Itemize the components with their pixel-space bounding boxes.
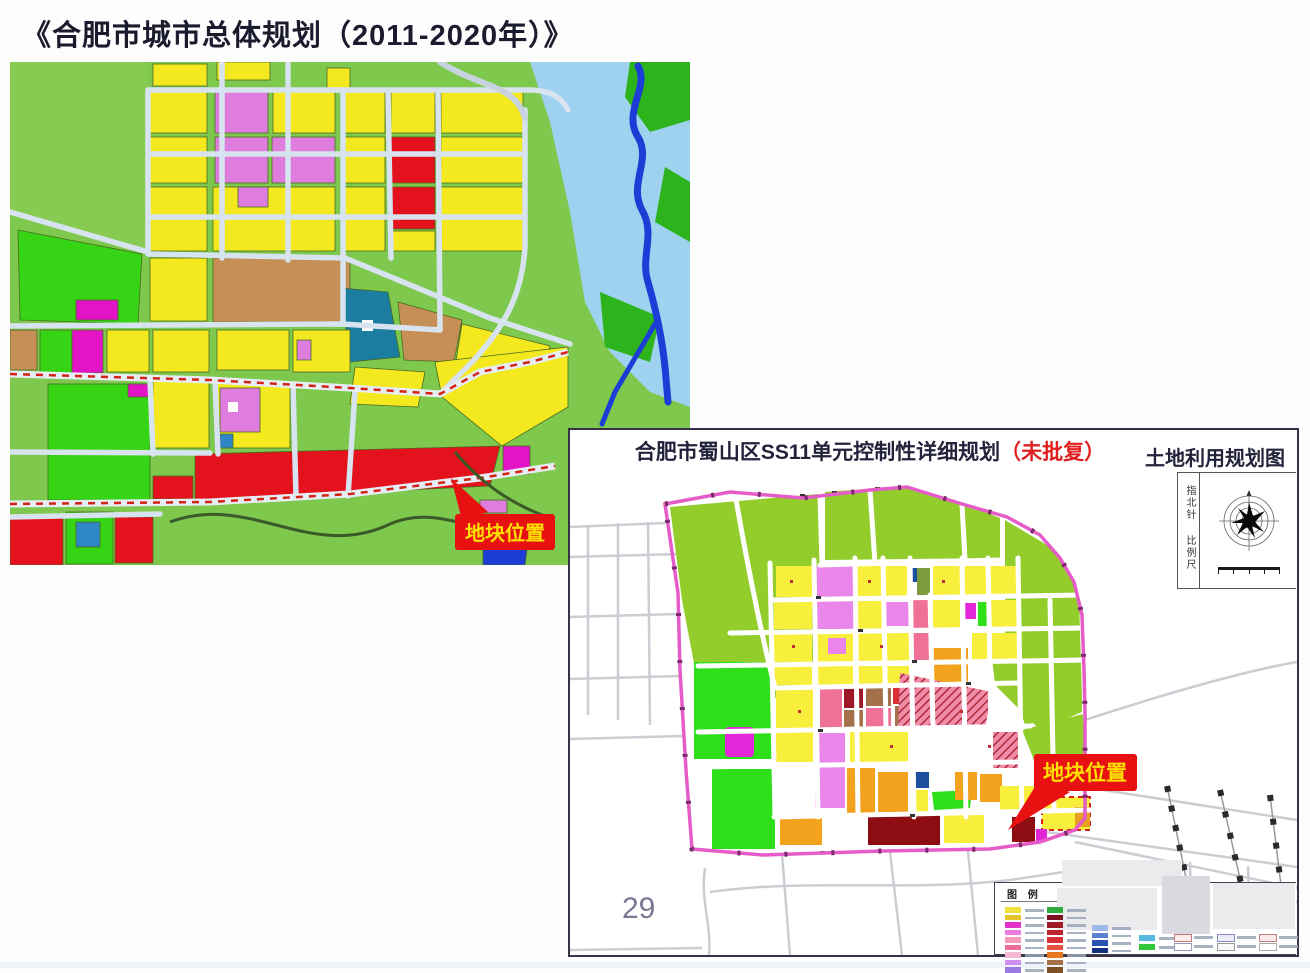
legend-swatch [1092, 947, 1108, 953]
legend-swatch [1047, 907, 1063, 913]
legend-swatch-label [1025, 946, 1044, 949]
parcel-location-callout: 地块位置 [1008, 754, 1137, 830]
legend-swatch [1259, 934, 1277, 942]
legend-swatch [1005, 929, 1021, 935]
legend-swatch [1259, 943, 1277, 951]
detail-plan-map: 地块位置 合肥市蜀山区SS11单元控制性详细规划（未批复） 土地利用规划图 指北… [568, 428, 1299, 973]
legend-swatch [1005, 914, 1021, 920]
legend-swatch-label [1279, 936, 1298, 939]
sheet-number: 29 [622, 892, 656, 925]
master-plan-map-canvas: 地块位置 [10, 62, 690, 565]
legend-swatch [1092, 932, 1108, 938]
page-title: 《合肥市城市总体规划（2011-2020年）》 [22, 20, 574, 52]
legend-swatch-label [1067, 931, 1086, 934]
legend-swatch [1005, 944, 1021, 950]
legend-swatch-label [1194, 945, 1213, 948]
legend-swatch-label [1025, 924, 1044, 927]
legend-swatch [1047, 944, 1063, 950]
legend-swatch-label [1237, 936, 1256, 939]
legend-swatch [1174, 943, 1192, 951]
compass-label-column: 指北针 比例尺 [1178, 473, 1200, 588]
legend-swatch-label [1025, 954, 1044, 957]
legend-swatch-label [1067, 916, 1086, 919]
north-arrow-label: 指北针 [1184, 485, 1195, 521]
legend-swatch-label [1067, 969, 1086, 972]
legend-swatch-label [1112, 949, 1131, 952]
legend-swatch-label [1159, 946, 1178, 949]
unit-boundary [662, 484, 1088, 858]
legend-swatch-label [1067, 946, 1086, 949]
legend-swatch-label [1112, 942, 1131, 945]
gray-overlay-box [1162, 876, 1210, 934]
legend-swatch-label [1067, 939, 1086, 942]
legend-swatch [1047, 922, 1063, 928]
detail-map-title: 合肥市蜀山区SS11单元控制性详细规划（未批复） [600, 436, 1140, 466]
gray-overlay-box [1213, 883, 1295, 929]
legend-swatch-label [1067, 909, 1086, 912]
legend-swatch-label [1025, 916, 1044, 919]
legend-swatch [1217, 934, 1235, 942]
legend-swatch [1139, 935, 1155, 941]
legend-swatch [1005, 959, 1021, 965]
legend-swatch [1092, 925, 1108, 931]
legend-swatch [1047, 937, 1063, 943]
legend-swatch-label [1025, 931, 1044, 934]
legend-swatch-label [1025, 969, 1044, 972]
legend-swatch [1139, 944, 1155, 950]
legend-swatch [1005, 937, 1021, 943]
legend-swatch-label [1159, 937, 1178, 940]
legend-swatch [1217, 943, 1235, 951]
legend-swatch [1092, 940, 1108, 946]
legend-swatch [1047, 929, 1063, 935]
legend-swatch [1005, 907, 1021, 913]
legend-swatch-label [1112, 934, 1131, 937]
river [599, 62, 672, 427]
legend-swatch-label [1067, 924, 1086, 927]
detail-map-title-main: 合肥市蜀山区SS11单元控制性详细规划 [634, 441, 1001, 464]
legend-swatch [1005, 952, 1021, 958]
parcel-location-label: 地块位置 [1043, 761, 1127, 785]
legend-title: 图 例 [1007, 890, 1042, 901]
parcel-location-callout: 地块位置 [451, 478, 555, 550]
dashed-boundary [10, 348, 569, 508]
legend-swatch-label [1025, 939, 1044, 942]
scale-bar [1218, 567, 1280, 575]
map-type-label: 土地利用规划图 [1145, 448, 1285, 470]
legend-swatch [1047, 952, 1063, 958]
bottom-edge-strip [0, 962, 1310, 968]
legend-swatch-label [1025, 909, 1044, 912]
detail-map-status: （未批复） [1000, 441, 1106, 464]
parcel-location-label: 地块位置 [465, 521, 545, 545]
legend-swatch [1005, 922, 1021, 928]
compass-rose-icon [1219, 490, 1279, 551]
legend-swatch-label [1112, 927, 1131, 930]
legend-swatch [1047, 914, 1063, 920]
legend-swatch [1047, 959, 1063, 965]
outside-roads [570, 521, 1297, 955]
road-network [10, 62, 573, 520]
compass-box: 指北针 比例尺 [1177, 472, 1296, 589]
legend-swatch [1174, 934, 1192, 942]
legend-swatch-label [1194, 936, 1213, 939]
legend-swatch-label [1237, 945, 1256, 948]
master-plan-map: 地块位置 [10, 62, 690, 565]
legend-swatch-label [1067, 954, 1086, 957]
legend-swatch-label [1279, 945, 1298, 948]
legend-swatch-label [1025, 961, 1044, 964]
legend-swatch-label [1067, 961, 1086, 964]
detail-plan-canvas: 地块位置 [570, 484, 1297, 955]
scale-label: 比例尺 [1184, 535, 1195, 571]
